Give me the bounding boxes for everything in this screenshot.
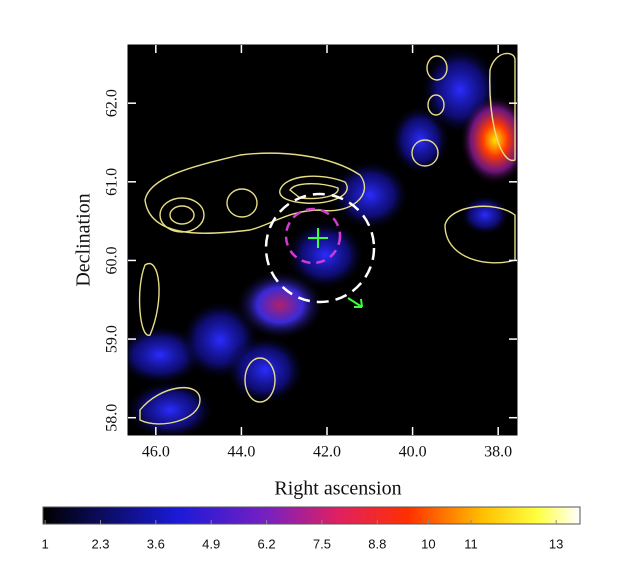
colorbar-tick-label: 2.3 [91, 536, 109, 551]
intensity-map [128, 45, 517, 435]
colorbar-tick-label: 10 [421, 536, 435, 551]
x-tick-label: 44.0 [227, 444, 255, 461]
colorbar-tick-label: 13 [549, 536, 563, 551]
x-tick-label: 38.0 [484, 444, 512, 461]
colorbar-tick-label: 7.5 [313, 536, 331, 551]
colorbar-tick-label: 6.2 [258, 536, 276, 551]
x-tick-label: 42.0 [313, 444, 341, 461]
y-tick-label: 62.0 [104, 89, 121, 117]
colorbar-tick-label: 1 [42, 536, 49, 551]
colorbar-tick-label: 11 [464, 536, 478, 551]
x-tick-label: 46.0 [142, 444, 170, 461]
y-tick-label: 59.0 [104, 325, 121, 353]
y-tick-label: 60.0 [104, 246, 121, 274]
y-tick-label: 61.0 [104, 168, 121, 196]
colorbar-tick-label: 4.9 [202, 536, 220, 551]
y-axis-label: Declination [73, 193, 95, 286]
colorbar-tick-label: 8.8 [368, 536, 386, 551]
x-tick-label: 40.0 [399, 444, 427, 461]
y-tick-label: 58.0 [104, 404, 121, 432]
plot-frame [127, 44, 518, 436]
colorbar-tick-label: 3.6 [147, 536, 165, 551]
x-axis-label: Right ascension [274, 478, 401, 500]
colorbar [42, 506, 581, 525]
